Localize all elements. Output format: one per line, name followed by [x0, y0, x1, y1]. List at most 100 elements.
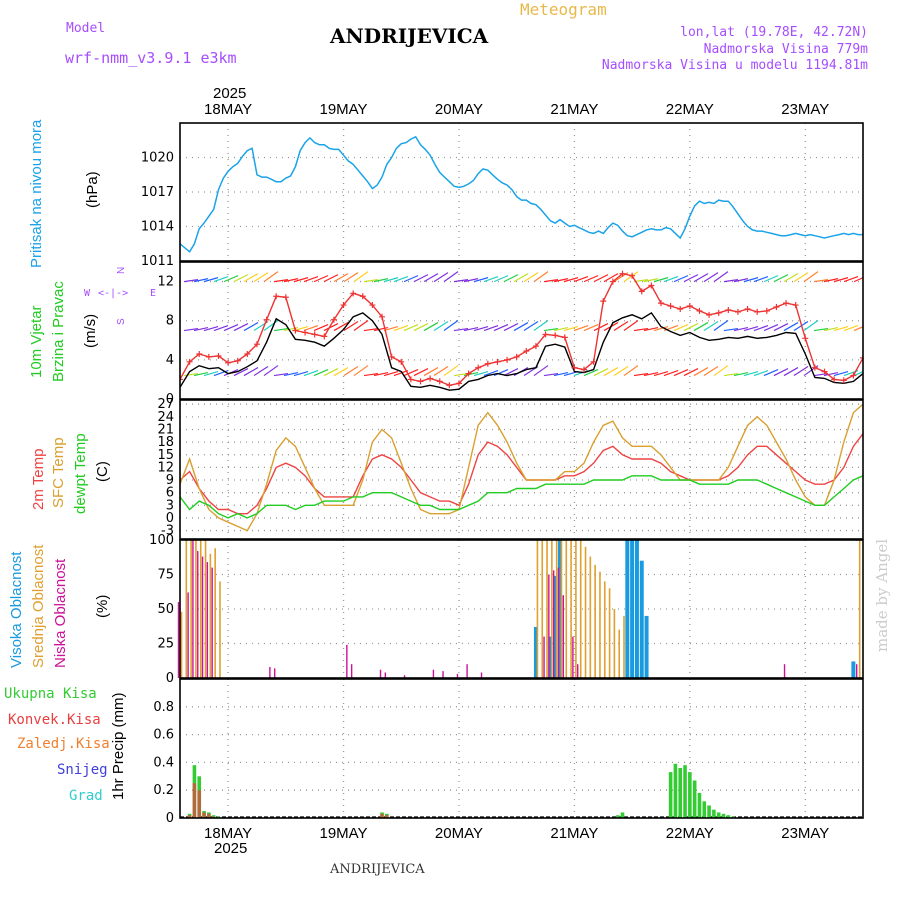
cloud-mid-bar [584, 546, 587, 678]
gust-marker [475, 364, 482, 371]
cloud-mid-bar [551, 540, 553, 678]
gust-marker [205, 353, 212, 360]
precip-conv-legend: Konvek.Kisa [8, 712, 101, 728]
wind-barb [733, 278, 749, 283]
wind-barb [843, 324, 859, 332]
wind-barb [753, 276, 769, 283]
wind-barb [343, 272, 359, 283]
wind-barb [523, 272, 539, 283]
gust-marker [552, 332, 559, 339]
cloud-low-bar [577, 664, 579, 678]
wind-barb [523, 321, 539, 332]
wind-barb [813, 279, 829, 283]
temp-sfc-line [180, 403, 863, 532]
cloud-low-bar [197, 551, 199, 678]
wind-barb [503, 274, 519, 283]
wind-barb [313, 369, 329, 377]
gust-marker [253, 341, 260, 348]
wind-barb [333, 273, 349, 283]
temp-t2m-line [180, 433, 863, 515]
wind-barb [203, 370, 219, 377]
precip-total-bar [697, 792, 702, 818]
y-tick-label: 0.4 [153, 755, 174, 770]
wind-barb [713, 271, 729, 283]
meteogram-label: Meteogram [520, 0, 607, 19]
gust-marker [600, 298, 607, 305]
precip-total-bar [712, 809, 716, 818]
cloud-low-bar [552, 570, 555, 678]
cloud-low-bar [403, 675, 406, 678]
gust-marker [180, 376, 183, 383]
precip-total-bar [707, 805, 711, 818]
precip-total-bar [716, 812, 721, 818]
wind-barb [343, 321, 359, 332]
wind-barb [223, 323, 239, 332]
wind-barb [553, 371, 569, 377]
cloud-mid-bar [195, 540, 197, 678]
compass-arrow-icon: <-|-> [98, 288, 129, 299]
wind-barb [773, 274, 789, 283]
wind-barb [693, 322, 709, 332]
wind-barb-bands [183, 271, 863, 377]
wind-barb [743, 325, 759, 332]
gust-marker [398, 358, 405, 365]
wind-barb [643, 371, 659, 377]
wind-barb [433, 321, 449, 332]
wind-barb [363, 279, 379, 283]
wind-barb [673, 323, 689, 332]
cloud-low-bar [384, 672, 387, 678]
wind-barb [773, 368, 789, 377]
gust-marker [571, 364, 578, 371]
x-tick-label-top: 21MAY [550, 101, 598, 118]
precip-convective-bar [202, 812, 206, 818]
cloud-high-bar [553, 575, 558, 678]
wind-barb [383, 325, 399, 332]
gust-marker [186, 358, 193, 365]
gust-marker [619, 270, 626, 277]
cloud-mid-bar [209, 553, 212, 678]
wind-barb [583, 323, 599, 332]
wind-barb [393, 324, 409, 332]
cloud-low-bar [350, 664, 353, 678]
altitude-label: Nadmorska Visina 779m [703, 42, 868, 57]
wind-barb [773, 323, 789, 332]
wind-barb [183, 372, 199, 377]
panel-frame-pres [179, 122, 864, 262]
cloud-low-bar [562, 595, 564, 678]
cloud-low-bar [442, 671, 444, 678]
x-tick-label-top: 23MAY [781, 101, 829, 118]
wind-barb [203, 325, 219, 332]
cloud-high-bar [625, 540, 630, 678]
cloud-mid-bar [180, 611, 183, 678]
cloud-low-bar [572, 636, 574, 678]
gust-marker [446, 382, 453, 389]
cloud-low-bar [548, 574, 550, 678]
wind-barb [723, 327, 739, 332]
wind-barb [723, 279, 739, 283]
panel-frame-prec [179, 678, 864, 819]
wind-barb [503, 368, 519, 377]
wind-barb [413, 274, 429, 283]
wind-barb [533, 320, 549, 332]
wind-barb [563, 325, 579, 332]
gust-marker [744, 305, 751, 312]
cloud-low-bar [783, 664, 786, 678]
wind-barb [853, 277, 863, 283]
x-tick-label-bottom: 21MAY [550, 825, 598, 842]
wind-barb [853, 371, 863, 377]
wind-barb [253, 272, 269, 283]
precip-total-bar [726, 815, 731, 818]
gust-marker [417, 378, 424, 385]
temp-dew-line [180, 475, 863, 519]
wind-barb [533, 365, 549, 377]
x-tick-label-top: 19MAY [319, 101, 367, 118]
pressure-line [180, 135, 863, 253]
wind-barb [783, 322, 799, 332]
wind-barb [363, 372, 379, 377]
wind-barb [763, 323, 779, 332]
cloud-mid-bar [214, 548, 216, 678]
wind-barb [763, 275, 779, 283]
cloud-low-bar [206, 562, 209, 678]
gust-marker [648, 282, 655, 289]
compass-rose: N S W E <-|-> [84, 262, 158, 328]
